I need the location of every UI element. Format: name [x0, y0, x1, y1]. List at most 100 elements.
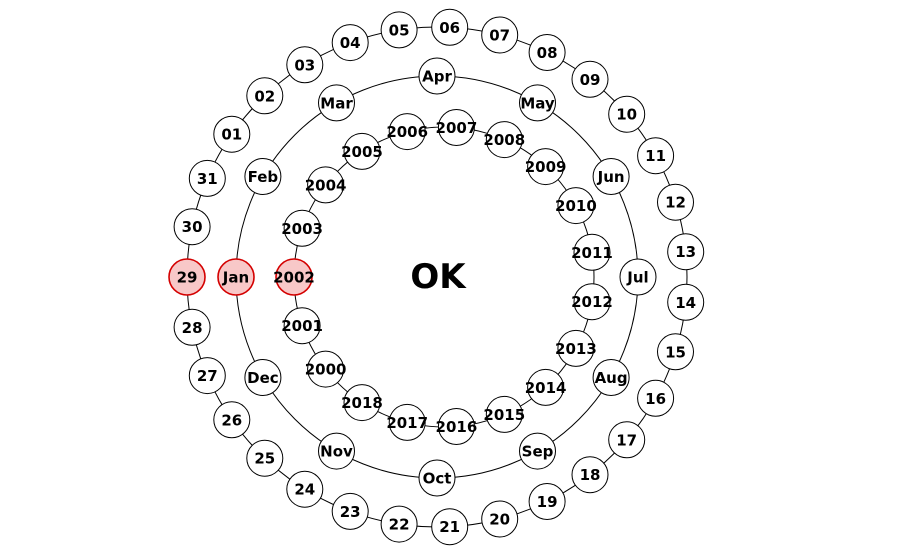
- year-option-2007[interactable]: 2007: [436, 109, 478, 146]
- day-option-04[interactable]: 04: [331, 24, 369, 62]
- day-option-knob-circle: [188, 159, 226, 197]
- day-option-knob-circle: [380, 505, 418, 543]
- year-option-2015[interactable]: 2015: [483, 395, 525, 433]
- day-option-05[interactable]: 05: [380, 11, 418, 49]
- day-option-knob-circle: [481, 500, 519, 538]
- day-option-knob-circle: [173, 308, 211, 346]
- day-option-10[interactable]: 10: [608, 95, 646, 133]
- day-option-25[interactable]: 25: [246, 439, 284, 477]
- day-option-30[interactable]: 30: [173, 208, 211, 246]
- day-option-18[interactable]: 18: [571, 456, 609, 494]
- month-option-knob-circle: [519, 432, 556, 470]
- month-option-nov[interactable]: Nov: [318, 432, 355, 470]
- day-option-knob-circle: [331, 24, 369, 62]
- day-option-31[interactable]: 31: [188, 159, 226, 197]
- month-option-may[interactable]: May: [519, 84, 556, 122]
- day-option-07[interactable]: 07: [481, 16, 519, 54]
- day-option-knob-circle: [431, 8, 469, 46]
- day-option-15[interactable]: 15: [657, 333, 694, 371]
- month-option-oct[interactable]: Oct: [418, 459, 456, 497]
- day-option-13[interactable]: 13: [667, 233, 705, 271]
- year-option-2006[interactable]: 2006: [386, 113, 428, 151]
- month-option-feb[interactable]: Feb: [244, 158, 282, 195]
- month-option-knob-circle: [244, 359, 282, 396]
- month-option-sep[interactable]: Sep: [519, 432, 556, 470]
- day-option-knob-circle: [657, 183, 694, 221]
- month-option-knob-circle: [519, 84, 556, 122]
- day-option-knob-circle: [173, 208, 211, 246]
- month-option-apr[interactable]: Apr: [418, 57, 456, 95]
- day-option-22[interactable]: 22: [380, 505, 418, 543]
- day-option-01[interactable]: 01: [213, 115, 251, 153]
- year-option-2009[interactable]: 2009: [525, 148, 567, 186]
- day-option-26[interactable]: 26: [213, 401, 251, 439]
- year-option-2005[interactable]: 2005: [341, 132, 383, 170]
- day-option-06[interactable]: 06: [431, 8, 469, 46]
- day-option-knob-circle: [246, 77, 284, 115]
- day-option-knob-circle: [481, 16, 519, 54]
- day-option-knob-circle: [213, 115, 251, 153]
- year-option-knob-circle: [307, 350, 345, 388]
- year-option-2003[interactable]: 2003: [281, 209, 323, 247]
- day-option-02[interactable]: 02: [246, 77, 284, 115]
- day-option-knob-circle: [380, 11, 418, 49]
- year-option-knob-circle: [388, 403, 426, 441]
- year-option-2002[interactable]: 2002: [273, 258, 315, 296]
- day-option-23[interactable]: 23: [331, 492, 369, 530]
- day-option-knob-circle: [667, 283, 705, 321]
- day-option-knob-circle: [331, 492, 369, 530]
- day-option-27[interactable]: 27: [188, 357, 226, 395]
- month-option-knob-circle: [318, 432, 355, 470]
- day-option-knob-circle: [608, 421, 646, 459]
- day-option-knob-circle: [608, 95, 646, 133]
- day-option-knob-circle: [637, 379, 675, 417]
- day-option-knob-circle: [657, 333, 694, 371]
- day-option-28[interactable]: 28: [173, 308, 211, 346]
- year-option-2017[interactable]: 2017: [386, 403, 428, 441]
- day-option-11[interactable]: 11: [637, 137, 675, 175]
- year-option-2016[interactable]: 2016: [436, 408, 478, 445]
- day-option-knob-circle: [571, 456, 609, 494]
- year-option-knob-circle: [437, 408, 475, 445]
- month-option-mar[interactable]: Mar: [318, 84, 355, 122]
- month-option-dec[interactable]: Dec: [244, 359, 282, 396]
- year-option-knob-circle: [573, 233, 611, 271]
- day-option-24[interactable]: 24: [286, 470, 324, 508]
- year-option-knob-circle: [557, 329, 595, 367]
- year-option-2018[interactable]: 2018: [341, 384, 383, 422]
- year-option-knob-circle: [485, 395, 523, 433]
- month-option-knob-circle: [217, 258, 255, 296]
- day-option-19[interactable]: 19: [528, 483, 566, 520]
- year-option-2000[interactable]: 2000: [305, 350, 347, 388]
- month-option-knob-circle: [318, 84, 355, 122]
- day-option-16[interactable]: 16: [637, 379, 675, 417]
- year-option-2011[interactable]: 2011: [571, 233, 613, 271]
- day-option-knob-circle: [286, 470, 324, 508]
- year-option-2001[interactable]: 2001: [281, 307, 323, 345]
- year-option-2013[interactable]: 2013: [555, 329, 597, 367]
- month-option-aug[interactable]: Aug: [592, 359, 630, 396]
- year-option-knob-circle: [307, 166, 345, 204]
- day-option-09[interactable]: 09: [571, 60, 609, 98]
- year-option-2010[interactable]: 2010: [555, 187, 597, 225]
- year-option-2008[interactable]: 2008: [483, 121, 525, 159]
- ok-button[interactable]: OK: [410, 257, 467, 297]
- year-option-2004[interactable]: 2004: [305, 166, 347, 204]
- month-option-jul[interactable]: Jul: [619, 258, 657, 296]
- day-option-20[interactable]: 20: [481, 500, 519, 538]
- day-option-12[interactable]: 12: [657, 183, 694, 221]
- day-option-knob-circle: [431, 508, 469, 546]
- day-option-14[interactable]: 14: [667, 283, 705, 321]
- day-option-03[interactable]: 03: [286, 46, 324, 84]
- month-option-jun[interactable]: Jun: [592, 158, 630, 195]
- year-option-2014[interactable]: 2014: [525, 368, 567, 406]
- day-option-21[interactable]: 21: [431, 508, 469, 546]
- day-option-29[interactable]: 29: [168, 258, 206, 296]
- year-option-2012[interactable]: 2012: [571, 283, 613, 321]
- month-option-jan[interactable]: Jan: [217, 258, 255, 296]
- year-option-knob-circle: [573, 283, 611, 321]
- year-option-knob-circle: [527, 148, 565, 186]
- day-option-08[interactable]: 08: [528, 34, 566, 71]
- day-option-17[interactable]: 17: [608, 421, 646, 459]
